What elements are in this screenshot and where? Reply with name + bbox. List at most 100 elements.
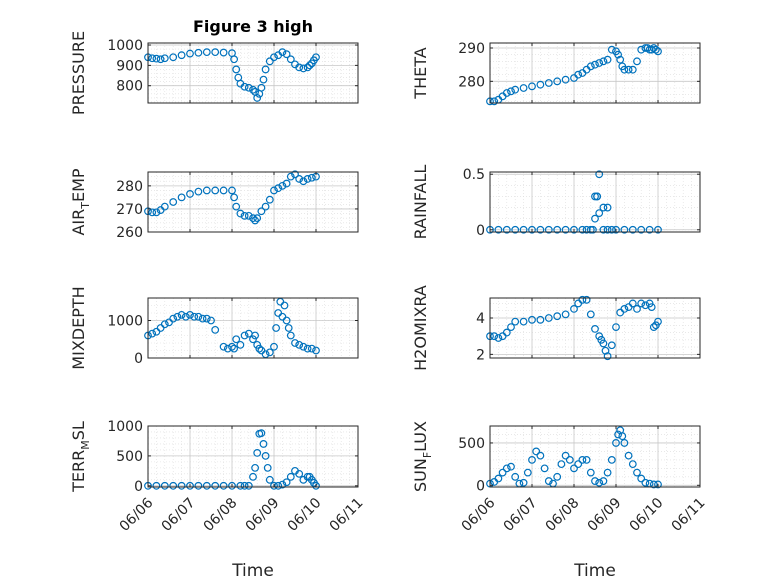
- data-point: [169, 314, 178, 323]
- data-point: [591, 477, 599, 485]
- data-point: [255, 344, 264, 353]
- data-point: [647, 303, 656, 311]
- x-tick-label: 06/06: [459, 495, 499, 535]
- data-point: [570, 305, 578, 313]
- data-point: [286, 331, 295, 340]
- y-tick-label: 0: [134, 351, 143, 367]
- data-point: [633, 468, 641, 477]
- data-point: [561, 225, 570, 234]
- x-tick-label: 06/11: [327, 495, 367, 535]
- axes-frame: [489, 297, 701, 359]
- data-point: [207, 316, 215, 325]
- data-point: [263, 463, 272, 472]
- data-point: [565, 455, 574, 464]
- data-point: [591, 325, 599, 333]
- x-axis-label: Time: [231, 561, 274, 581]
- data-point: [599, 57, 608, 66]
- data-point: [603, 468, 612, 477]
- data-point: [586, 468, 595, 477]
- data-point: [272, 324, 281, 332]
- y-axis-label: THETA: [411, 47, 430, 99]
- x-tick-label: 06/10: [627, 495, 667, 535]
- data-point: [307, 344, 316, 353]
- subplot-5: 0 1000 MIXDEPTH: [69, 286, 359, 370]
- data-point: [173, 312, 182, 321]
- y-tick-label: 800: [116, 79, 143, 95]
- data-point: [593, 192, 601, 201]
- axes-frame: [147, 425, 359, 488]
- y-tick-label: 270: [116, 202, 143, 218]
- y-tick-label: 260: [116, 225, 143, 241]
- data-point: [244, 211, 253, 220]
- data-point: [259, 75, 268, 84]
- y-tick-label: 1000: [107, 314, 143, 330]
- data-point: [582, 455, 591, 464]
- data-point: [295, 469, 304, 478]
- y-tick-label: 280: [116, 179, 143, 195]
- data-point: [249, 214, 257, 223]
- data-point: [490, 332, 499, 341]
- data-point: [544, 225, 553, 234]
- y-tick-label: 500: [116, 449, 143, 465]
- x-tick-label: 06/06: [117, 495, 157, 535]
- axes-frame: [489, 425, 701, 488]
- data-point: [169, 198, 178, 206]
- data-point: [278, 181, 287, 190]
- data-point: [494, 225, 503, 234]
- data-point: [177, 193, 186, 202]
- data-point: [305, 61, 314, 70]
- y-tick-label: 500: [458, 436, 485, 452]
- data-point: [570, 464, 578, 473]
- y-tick-label: 290: [458, 41, 485, 57]
- data-point: [240, 331, 249, 340]
- data-point: [148, 208, 157, 217]
- data-point: [599, 339, 608, 348]
- data-point: [198, 314, 207, 323]
- data-point: [574, 460, 583, 469]
- data-point: [232, 335, 241, 344]
- data-point: [561, 451, 570, 460]
- data-point: [291, 339, 299, 347]
- data-point: [228, 186, 236, 195]
- plot-area: [490, 172, 700, 232]
- data-point: [603, 352, 612, 361]
- data-point: [507, 462, 515, 471]
- data-point: [274, 184, 283, 193]
- data-point: [628, 299, 637, 308]
- data-point: [219, 48, 228, 57]
- data-point: [578, 295, 587, 304]
- data-point: [536, 80, 545, 89]
- data-point: [261, 452, 270, 460]
- data-point: [282, 478, 291, 487]
- data-point: [544, 477, 553, 485]
- data-point: [177, 51, 186, 60]
- data-point: [591, 214, 599, 223]
- data-point: [251, 216, 260, 225]
- y-tick-label: 2: [476, 347, 485, 363]
- axes-frame: [489, 171, 701, 233]
- data-point: [589, 225, 597, 234]
- data-point: [624, 65, 633, 74]
- figure-title: Figure 3 high: [193, 17, 313, 36]
- data-point: [265, 57, 274, 66]
- data-point: [202, 186, 211, 195]
- data-point: [612, 225, 620, 234]
- data-point: [257, 83, 266, 92]
- data-point: [599, 225, 608, 234]
- data-point: [194, 481, 203, 490]
- data-point: [202, 481, 211, 490]
- data-point: [160, 320, 169, 329]
- data-point: [523, 468, 532, 477]
- data-point: [244, 481, 253, 490]
- data-point: [637, 299, 646, 308]
- data-point: [186, 190, 194, 198]
- data-point: [230, 344, 239, 353]
- data-point: [586, 310, 595, 319]
- data-point: [591, 192, 599, 201]
- data-point: [519, 225, 528, 234]
- data-point: [156, 55, 165, 64]
- data-point: [511, 85, 520, 94]
- data-point: [177, 481, 186, 490]
- data-point: [148, 54, 157, 63]
- data-point: [307, 173, 316, 182]
